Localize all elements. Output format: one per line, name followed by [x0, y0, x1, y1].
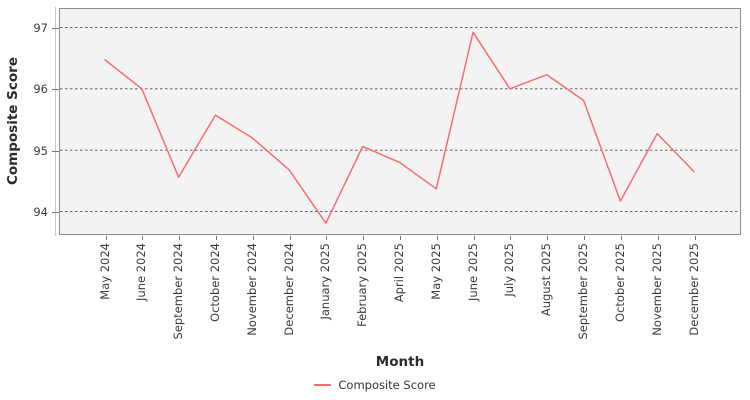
x-tick-label: August 2025: [539, 243, 554, 317]
x-tick-label: October 2024: [207, 243, 222, 322]
x-tick-label: July 2025: [502, 243, 517, 297]
composite-score-line: [104, 31, 695, 224]
x-tick-mark: [215, 236, 217, 240]
x-tick-mark: [620, 236, 622, 240]
x-tick-label: May 2025: [428, 243, 443, 300]
y-tick-mark: [52, 212, 59, 214]
x-tick-mark: [400, 236, 401, 240]
y-tick-mark: [52, 27, 59, 29]
x-tick-label: September 2024: [171, 243, 186, 340]
x-tick-label: October 2025: [612, 243, 627, 322]
x-tick-label: April 2025: [392, 243, 406, 303]
x-tick-mark: [694, 236, 696, 240]
y-axis-title: Composite Score: [5, 57, 21, 186]
plot-area: [59, 8, 741, 235]
x-tick-mark: [547, 236, 549, 240]
x-tick-mark: [657, 236, 659, 240]
x-tick-mark: [179, 236, 181, 240]
plot-svg: [60, 26, 739, 224]
x-tick-mark: [436, 236, 438, 240]
x-tick-mark: [142, 236, 144, 240]
legend: Composite Score: [0, 378, 750, 392]
x-axis-title: Month: [375, 354, 425, 370]
y-axis-spine: [55, 7, 56, 236]
y-tick-mark: [52, 89, 59, 91]
x-tick-label: December 2025: [686, 243, 701, 336]
x-tick-label: June 2025: [465, 243, 480, 301]
y-tick-label: 96: [33, 82, 48, 97]
x-tick-label: November 2024: [244, 243, 259, 336]
x-tick-label: November 2025: [649, 243, 664, 336]
y-tick-mark: [52, 150, 59, 152]
legend-line-marker: [314, 384, 332, 386]
x-tick-mark: [473, 236, 475, 240]
x-tick-mark: [289, 236, 291, 240]
x-tick-mark: [363, 236, 365, 240]
x-tick-label: January 2025: [318, 243, 333, 320]
y-tick-label: 95: [33, 143, 48, 158]
x-tick-mark: [252, 236, 254, 240]
x-tick-mark: [326, 236, 328, 240]
x-tick-label: June 2024: [134, 243, 149, 301]
x-tick-mark: [105, 236, 107, 240]
x-tick-label: February 2025: [355, 243, 370, 327]
y-tick-label: 94: [33, 205, 48, 220]
x-tick-label: December 2024: [281, 243, 296, 336]
x-tick-mark: [584, 236, 586, 240]
x-tick-label: September 2025: [576, 243, 591, 340]
x-tick-label: May 2024: [97, 243, 112, 300]
legend-label: Composite Score: [338, 378, 436, 392]
y-tick-label: 97: [33, 20, 48, 35]
x-tick-mark: [510, 236, 512, 240]
